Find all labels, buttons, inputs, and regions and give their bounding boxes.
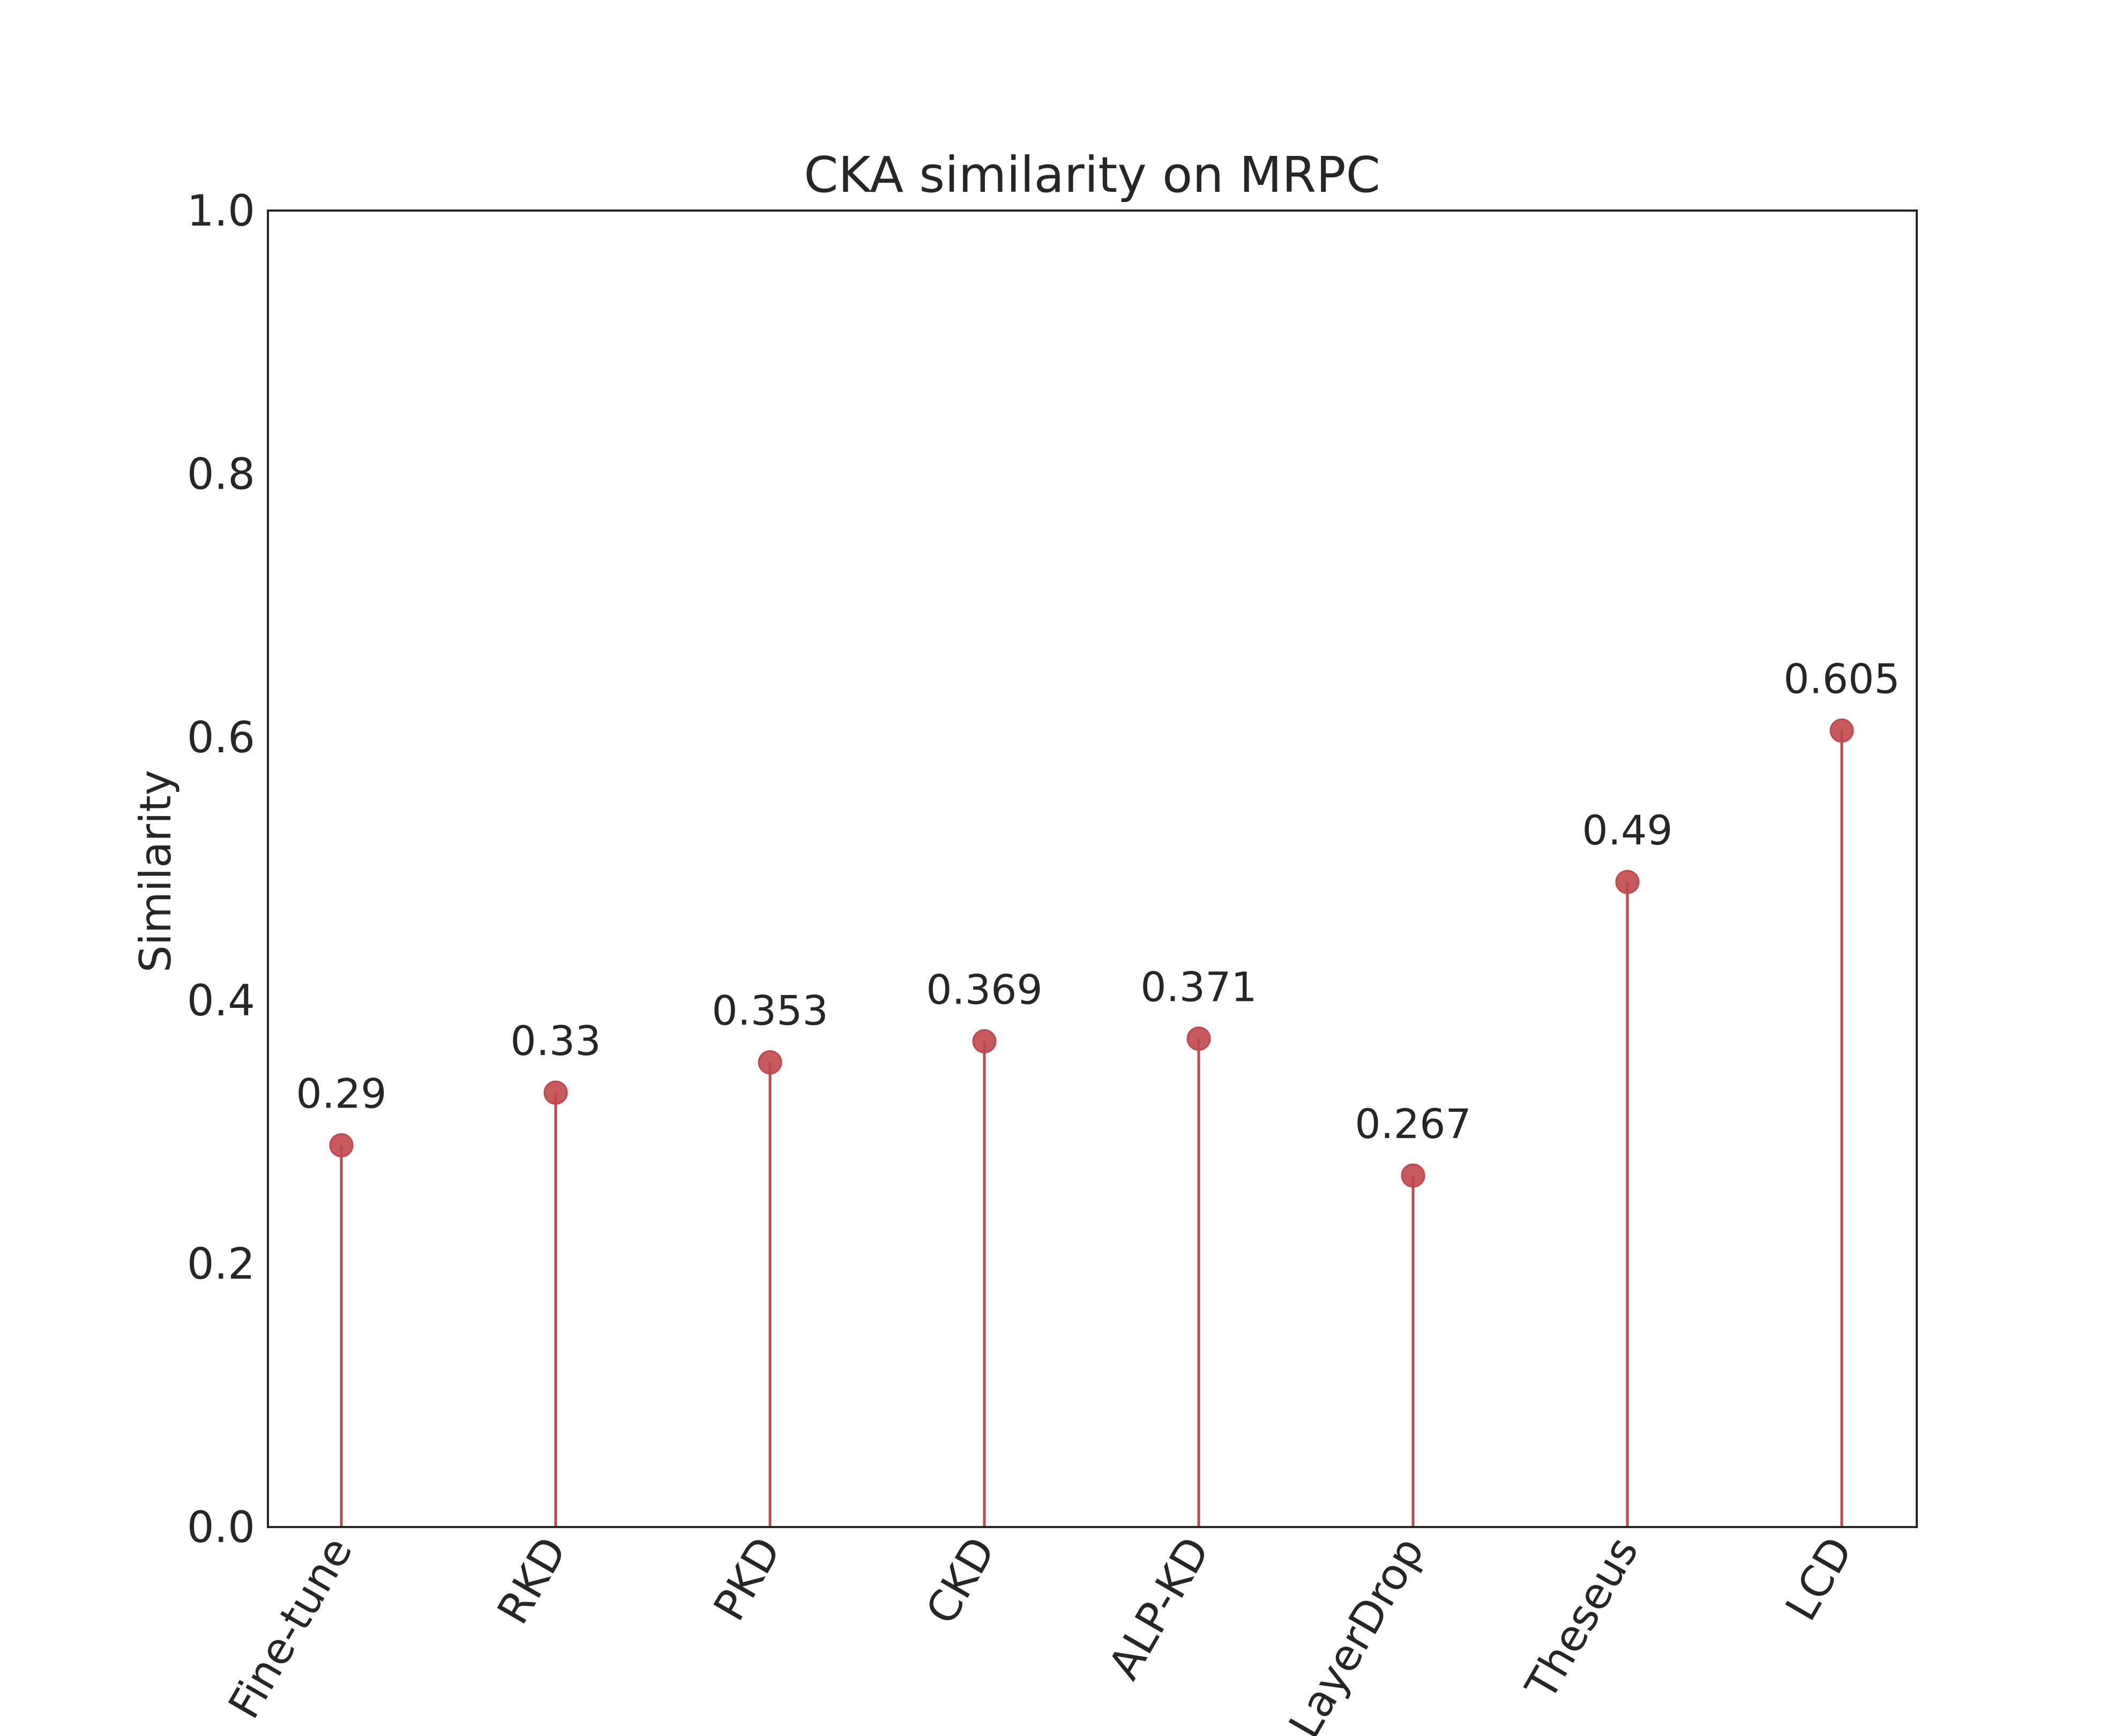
x-tick-label-rkd: RKD (488, 1529, 576, 1632)
y-tick-label: 0.4 (187, 976, 255, 1026)
value-labels-group: 0.29 0.33 0.353 0.369 0.371 0.267 0.49 0.605 (296, 655, 1900, 1148)
value-label-pkd: 0.353 (712, 987, 828, 1035)
value-label-ckd: 0.369 (926, 966, 1043, 1013)
x-tick-label-layerdrop: LayerDrop (1279, 1529, 1433, 1736)
marker-rkd (543, 1080, 568, 1105)
x-tick-label-fine-tune: Fine-tune (219, 1529, 362, 1727)
marker-layerdrop (1401, 1163, 1425, 1188)
value-label-theseus: 0.49 (1582, 806, 1672, 854)
plot-frame (267, 209, 1918, 1528)
value-label-layerdrop: 0.267 (1355, 1100, 1471, 1148)
marker-lcd (1829, 719, 1854, 743)
marker-alp-kd (1186, 1026, 1211, 1051)
value-label-alp-kd: 0.371 (1140, 963, 1257, 1011)
y-tick-label: 0.8 (187, 449, 255, 499)
x-tick-label-lcd: LCD (1776, 1529, 1863, 1629)
x-tick-label-ckd: CKD (916, 1529, 1005, 1633)
marker-fine-tune (329, 1133, 354, 1157)
value-label-fine-tune: 0.29 (296, 1069, 386, 1117)
marker-theseus (1615, 870, 1640, 894)
markers-group (329, 719, 1854, 1188)
x-tick-label-theseus: Theseus (1515, 1529, 1648, 1708)
stems-group (340, 730, 1843, 1527)
y-tick-label: 0.2 (187, 1239, 255, 1289)
marker-pkd (758, 1050, 782, 1075)
chart-title: CKA similarity on MRPC (804, 146, 1380, 204)
y-axis-label: Similarity (131, 770, 181, 972)
value-label-lcd: 0.605 (1783, 655, 1900, 703)
x-tick-label-pkd: PKD (704, 1529, 791, 1629)
y-tick-label: 0.0 (187, 1502, 255, 1552)
x-tick-label-alp-kd: ALP-KD (1099, 1529, 1220, 1688)
marker-ckd (972, 1029, 997, 1053)
y-tick-label: 0.6 (187, 713, 255, 762)
x-axis-ticks: Fine-tune RKD PKD CKD ALP-KD LayerDrop Theseus… (219, 1529, 1862, 1736)
y-tick-label: 1.0 (187, 186, 255, 236)
value-label-rkd: 0.33 (510, 1017, 601, 1065)
y-axis-ticks: 0.0 0.2 0.4 0.6 0.8 1.0 (187, 186, 255, 1552)
